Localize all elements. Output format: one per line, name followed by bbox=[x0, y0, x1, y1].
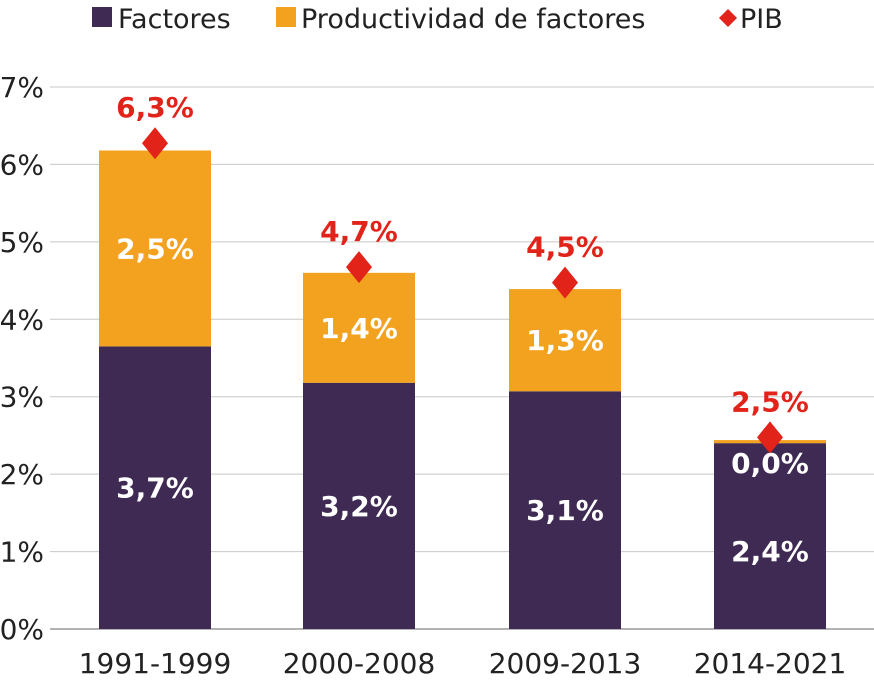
bar-segment-productividad bbox=[303, 272, 415, 383]
y-tick-label: 7% bbox=[0, 71, 44, 104]
legend-swatch-pib bbox=[719, 9, 737, 27]
legend-label: Productividad de factores bbox=[301, 4, 645, 35]
x-tick-label: 2009-2013 bbox=[489, 647, 642, 680]
y-tick-label: 4% bbox=[0, 303, 44, 336]
bar-label-factores: 3,1% bbox=[526, 494, 604, 527]
legend: Factores Productividad de factores PIB bbox=[92, 4, 783, 35]
x-axis-labels: 1991-1999 2000-2008 2009-2013 2014-2021 bbox=[79, 647, 847, 680]
y-tick-label: 6% bbox=[0, 148, 44, 181]
segment-labels: 3,7%2,5%3,2%1,4%3,1%1,3%2,4%0,0% bbox=[116, 232, 809, 568]
legend-swatch-productividad bbox=[276, 7, 296, 27]
pib-diamond-marker bbox=[346, 251, 372, 284]
x-tick-label: 2000-2008 bbox=[283, 647, 436, 680]
pib-diamond-marker bbox=[552, 266, 578, 299]
y-tick-label: 1% bbox=[0, 536, 44, 569]
y-tick-label: 2% bbox=[0, 458, 44, 491]
legend-label: PIB bbox=[740, 4, 783, 35]
gridlines: 0% 1% 2% 3% 4% 5% 6% 7% bbox=[0, 71, 874, 646]
bar-label-factores: 2,4% bbox=[731, 535, 809, 568]
pib-diamond-marker bbox=[142, 127, 168, 160]
y-tick-label: 0% bbox=[0, 613, 44, 646]
bar-segment-productividad bbox=[509, 289, 621, 392]
pib-value-label: 2,5% bbox=[731, 385, 809, 418]
bar-label-factores: 3,2% bbox=[320, 490, 398, 523]
pib-value-label: 4,5% bbox=[526, 231, 604, 264]
bar-label-productividad: 1,3% bbox=[526, 324, 604, 357]
bar-segment-factores bbox=[509, 391, 621, 629]
x-tick-label: 1991-1999 bbox=[79, 647, 232, 680]
bar-segment-factores bbox=[99, 346, 211, 629]
bar-label-factores: 3,7% bbox=[116, 472, 194, 505]
pib-value-label: 4,7% bbox=[320, 215, 398, 248]
bars bbox=[99, 150, 826, 629]
pib-diamond-marker bbox=[757, 421, 783, 454]
bar-segment-productividad bbox=[99, 150, 211, 347]
bar-label-productividad: 1,4% bbox=[320, 312, 398, 345]
pib-value-label: 6,3% bbox=[116, 91, 194, 124]
x-tick-label: 2014-2021 bbox=[694, 647, 847, 680]
pib-markers: 6,3% 4,7% 4,5% 2,5% bbox=[116, 91, 809, 454]
bar-label-productividad: 2,5% bbox=[116, 232, 194, 265]
bar-segment-factores bbox=[303, 382, 415, 629]
y-tick-label: 3% bbox=[0, 381, 44, 414]
legend-swatch-factores bbox=[92, 7, 112, 27]
y-tick-label: 5% bbox=[0, 226, 44, 259]
legend-label: Factores bbox=[118, 4, 231, 35]
bar-segment-factores bbox=[714, 443, 826, 629]
